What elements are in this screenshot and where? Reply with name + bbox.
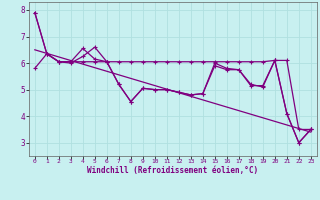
- X-axis label: Windchill (Refroidissement éolien,°C): Windchill (Refroidissement éolien,°C): [87, 166, 258, 175]
